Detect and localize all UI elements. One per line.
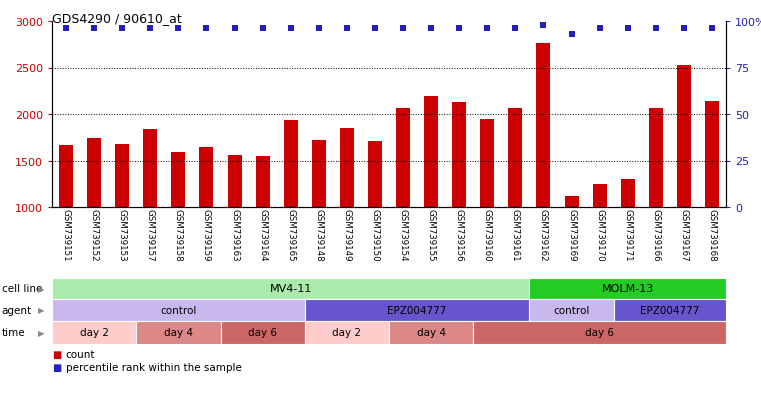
Text: EPZ004777: EPZ004777 (640, 305, 699, 315)
Text: GSM739157: GSM739157 (146, 209, 154, 261)
Text: GSM739162: GSM739162 (539, 209, 548, 261)
Text: GSM739165: GSM739165 (286, 209, 295, 261)
Text: ■: ■ (52, 349, 61, 359)
Text: GSM739152: GSM739152 (90, 209, 99, 261)
Bar (424, 97, 438, 207)
Text: day 6: day 6 (585, 328, 614, 338)
Text: GSM739161: GSM739161 (511, 209, 520, 261)
Text: GSM739171: GSM739171 (623, 209, 632, 261)
Point (313, 26, 325, 33)
Text: ▶: ▶ (38, 284, 44, 293)
Point (200, 26, 212, 33)
Text: GSM739158: GSM739158 (174, 209, 183, 261)
Text: GSM739160: GSM739160 (482, 209, 492, 261)
Text: MOLM-13: MOLM-13 (602, 284, 654, 294)
Text: GSM739148: GSM739148 (314, 209, 323, 261)
Text: day 2: day 2 (80, 328, 109, 338)
Text: GSM739153: GSM739153 (118, 209, 127, 261)
Text: EPZ004777: EPZ004777 (387, 305, 447, 315)
Bar (228, 156, 241, 207)
Text: GSM739170: GSM739170 (595, 209, 604, 261)
Bar (115, 145, 129, 207)
Text: GDS4290 / 90610_at: GDS4290 / 90610_at (52, 12, 182, 25)
Text: percentile rank within the sample: percentile rank within the sample (65, 362, 241, 372)
Bar (593, 184, 607, 207)
Text: ▶: ▶ (38, 306, 44, 315)
Bar (59, 145, 73, 207)
Point (369, 26, 381, 33)
Text: control: control (160, 305, 196, 315)
Text: GSM739167: GSM739167 (680, 209, 689, 261)
Point (60, 26, 72, 33)
Text: GSM739149: GSM739149 (342, 209, 352, 261)
Point (228, 26, 240, 33)
Text: agent: agent (2, 305, 32, 315)
Point (706, 26, 718, 33)
Point (341, 26, 353, 33)
Bar (87, 139, 101, 207)
Bar (649, 109, 663, 207)
Text: MV4-11: MV4-11 (269, 284, 312, 294)
Bar (508, 109, 522, 207)
Text: GSM739154: GSM739154 (399, 209, 408, 261)
Text: time: time (2, 328, 25, 338)
Bar (705, 102, 719, 207)
Point (481, 26, 493, 33)
Point (256, 26, 269, 33)
Bar (199, 147, 214, 207)
Text: GSM739163: GSM739163 (230, 209, 239, 261)
Bar (480, 119, 495, 207)
Text: GSM739150: GSM739150 (371, 209, 380, 261)
Bar (312, 141, 326, 207)
Text: day 4: day 4 (416, 328, 446, 338)
Point (453, 26, 465, 33)
Point (509, 26, 521, 33)
Point (172, 26, 184, 33)
Point (594, 26, 606, 33)
Bar (368, 142, 382, 207)
Bar (677, 66, 691, 207)
Text: ■: ■ (52, 362, 61, 372)
Text: GSM739164: GSM739164 (258, 209, 267, 261)
Point (116, 26, 129, 33)
Bar (143, 130, 158, 207)
Text: day 4: day 4 (164, 328, 193, 338)
Bar (565, 196, 578, 207)
Text: cell line: cell line (2, 284, 42, 294)
Bar (396, 109, 410, 207)
Point (285, 26, 297, 33)
Text: GSM739155: GSM739155 (427, 209, 435, 261)
Bar (284, 120, 298, 207)
Bar (340, 128, 354, 207)
Bar (256, 157, 269, 207)
Point (565, 32, 578, 38)
Text: control: control (553, 305, 590, 315)
Text: day 6: day 6 (248, 328, 277, 338)
Point (88, 26, 100, 33)
Bar (171, 153, 186, 207)
Point (622, 26, 634, 33)
Point (537, 22, 549, 29)
Point (678, 26, 690, 33)
Text: GSM739168: GSM739168 (708, 209, 716, 261)
Point (397, 26, 409, 33)
Text: ▶: ▶ (38, 328, 44, 337)
Point (650, 26, 662, 33)
Bar (452, 103, 466, 207)
Point (425, 26, 438, 33)
Text: GSM739151: GSM739151 (62, 209, 71, 261)
Text: count: count (65, 349, 95, 359)
Bar (621, 180, 635, 207)
Point (144, 26, 156, 33)
Text: GSM739156: GSM739156 (455, 209, 463, 261)
Text: GSM739166: GSM739166 (651, 209, 661, 261)
Text: day 2: day 2 (333, 328, 361, 338)
Bar (537, 44, 550, 207)
Text: GSM739159: GSM739159 (202, 209, 211, 261)
Text: GSM739169: GSM739169 (567, 209, 576, 261)
